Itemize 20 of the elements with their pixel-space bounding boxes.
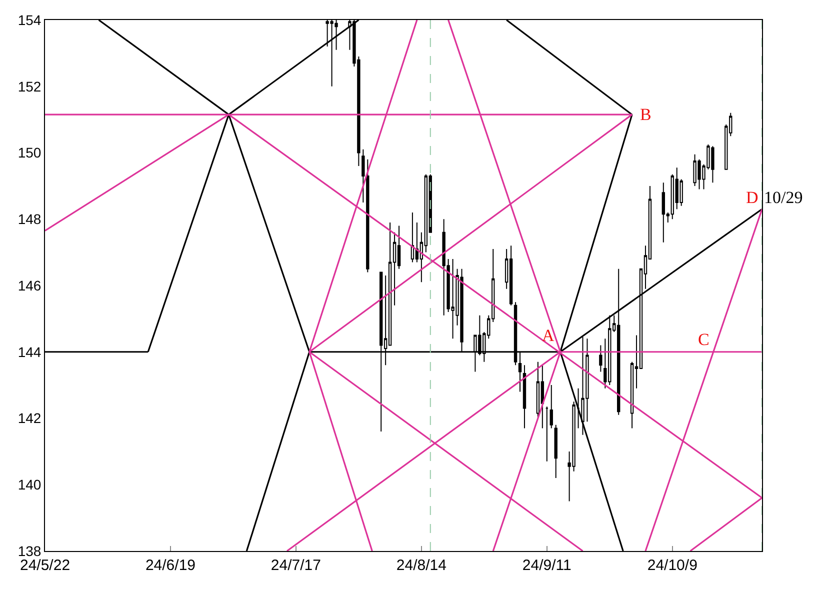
annotation: B xyxy=(640,105,652,124)
y-tick-label: 148 xyxy=(18,211,42,228)
y-tick-label: 154 xyxy=(18,12,42,28)
annotation: C xyxy=(698,330,710,349)
y-tick-label: 152 xyxy=(18,78,42,94)
y-tick-label: 146 xyxy=(18,277,42,294)
y-tick-label: 144 xyxy=(18,344,42,360)
x-tick-label: 24/8/14 xyxy=(396,557,446,574)
x-tick-label: 24/5/22 xyxy=(20,557,70,574)
annotation: D xyxy=(746,188,758,207)
x-tick-label: 24/6/19 xyxy=(145,557,196,574)
y-tick-label: 150 xyxy=(18,144,42,161)
y-tick-label: 138 xyxy=(18,542,42,559)
x-tick-label: 24/7/17 xyxy=(270,557,321,574)
x-tick-label: 24/10/9 xyxy=(647,557,698,574)
y-tick-label: 142 xyxy=(18,410,42,426)
y-tick-label: 140 xyxy=(18,476,42,493)
annotation: 10/29 xyxy=(764,188,803,207)
annotation: A xyxy=(542,326,555,345)
x-tick-label: 24/9/11 xyxy=(522,557,572,574)
